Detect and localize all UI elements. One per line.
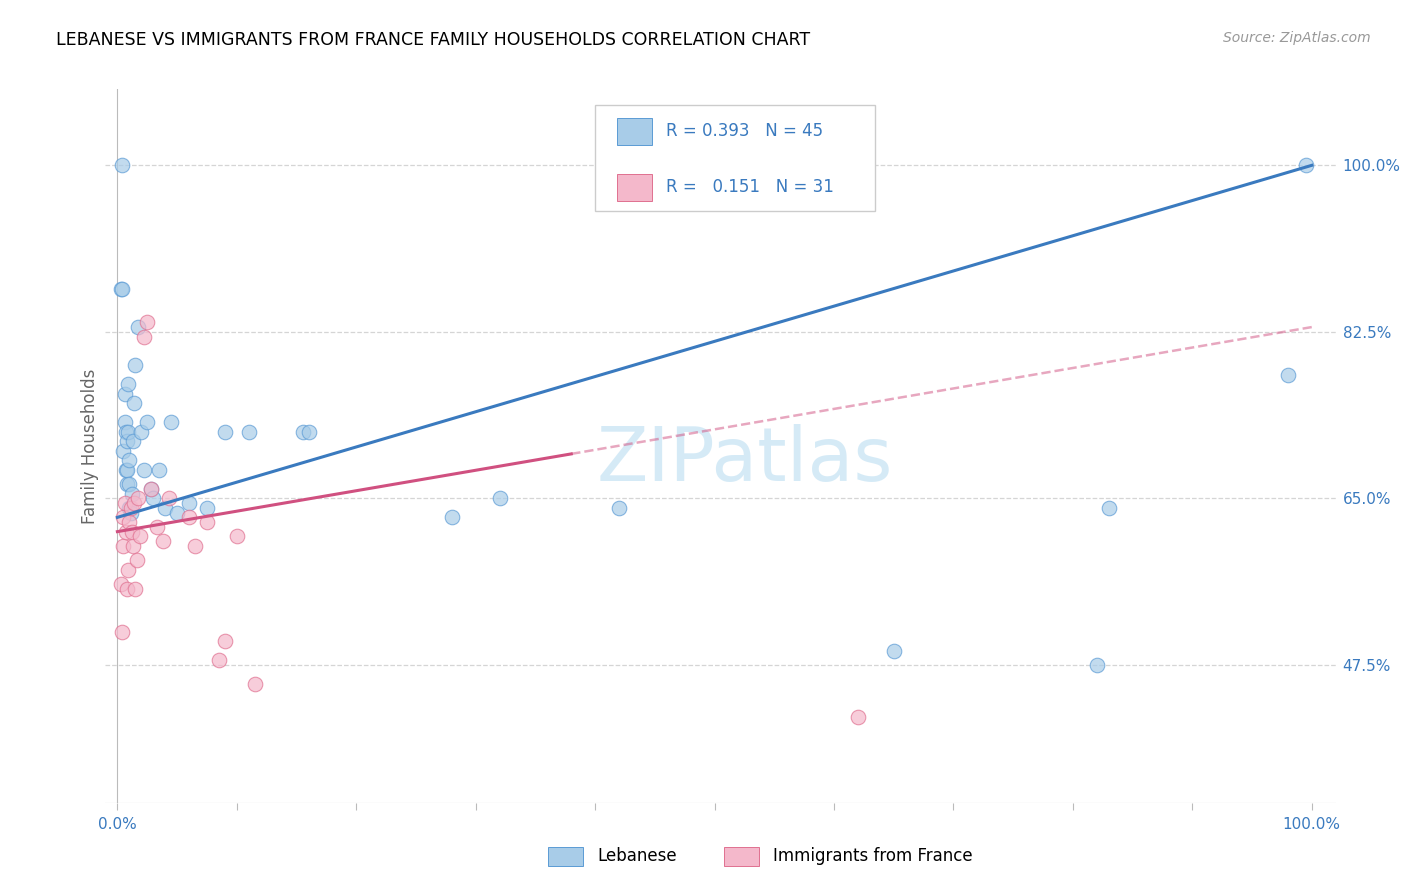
Point [115,463,138,477]
Point [136,315,159,329]
Text: ZIPatlas: ZIPatlas [598,424,893,497]
Point [114,415,136,429]
Point [118,500,141,515]
Point [117,425,139,439]
Point [243,677,266,691]
Point [112,443,135,458]
Point [177,510,200,524]
Point [110,282,132,296]
Point [1085,657,1108,672]
Point [115,582,138,596]
Point [139,482,162,496]
Point [152,534,174,549]
Text: LEBANESE VS IMMIGRANTS FROM FRANCE FAMILY HOUSEHOLDS CORRELATION CHART: LEBANESE VS IMMIGRANTS FROM FRANCE FAMIL… [56,31,810,49]
Point [488,491,510,506]
Point [142,491,165,506]
Point [114,463,136,477]
Point [122,539,145,553]
Point [124,358,146,372]
Point [118,515,141,529]
Point [118,477,141,491]
Point [132,329,155,343]
Point [122,496,145,510]
Point [238,425,260,439]
Point [114,386,136,401]
Point [114,496,136,510]
Point [115,477,138,491]
Point [114,425,136,439]
Point [120,500,142,515]
Point [110,577,132,591]
Text: Source: ZipAtlas.com: Source: ZipAtlas.com [1223,31,1371,45]
Point [127,491,149,506]
Point [157,491,180,506]
Point [127,320,149,334]
Point [177,496,200,510]
Point [208,653,231,667]
Point [121,524,143,539]
Point [120,506,142,520]
Point [225,529,247,543]
Point [440,510,463,524]
Text: Immigrants from France: Immigrants from France [773,847,973,865]
Point [115,434,138,449]
Point [122,396,145,410]
Point [1277,368,1299,382]
Point [148,463,170,477]
Point [297,425,319,439]
Point [214,634,236,648]
Point [195,515,218,529]
Point [112,539,135,553]
Point [114,524,136,539]
Text: Lebanese: Lebanese [598,847,678,865]
Point [118,453,141,467]
Text: R =   0.151   N = 31: R = 0.151 N = 31 [666,178,834,196]
Point [111,158,134,172]
Point [136,415,159,429]
Point [166,506,188,520]
Point [195,500,218,515]
Point [132,463,155,477]
Point [1098,500,1121,515]
Point [117,377,139,392]
Point [184,539,207,553]
Point [111,282,134,296]
Point [121,486,143,500]
Point [125,553,148,567]
Point [160,415,183,429]
Y-axis label: Family Households: Family Households [80,368,98,524]
Text: R = 0.393   N = 45: R = 0.393 N = 45 [666,122,824,140]
Point [129,529,152,543]
Point [291,425,314,439]
Point [124,582,146,596]
Point [153,500,176,515]
Point [607,500,630,515]
Point [846,710,869,724]
Point [883,643,905,657]
Point [139,482,162,496]
Point [112,510,135,524]
Point [214,425,236,439]
Point [122,434,145,449]
Point [117,563,139,577]
Point [146,520,169,534]
Point [111,624,134,639]
Point [129,425,152,439]
Point [1295,158,1317,172]
